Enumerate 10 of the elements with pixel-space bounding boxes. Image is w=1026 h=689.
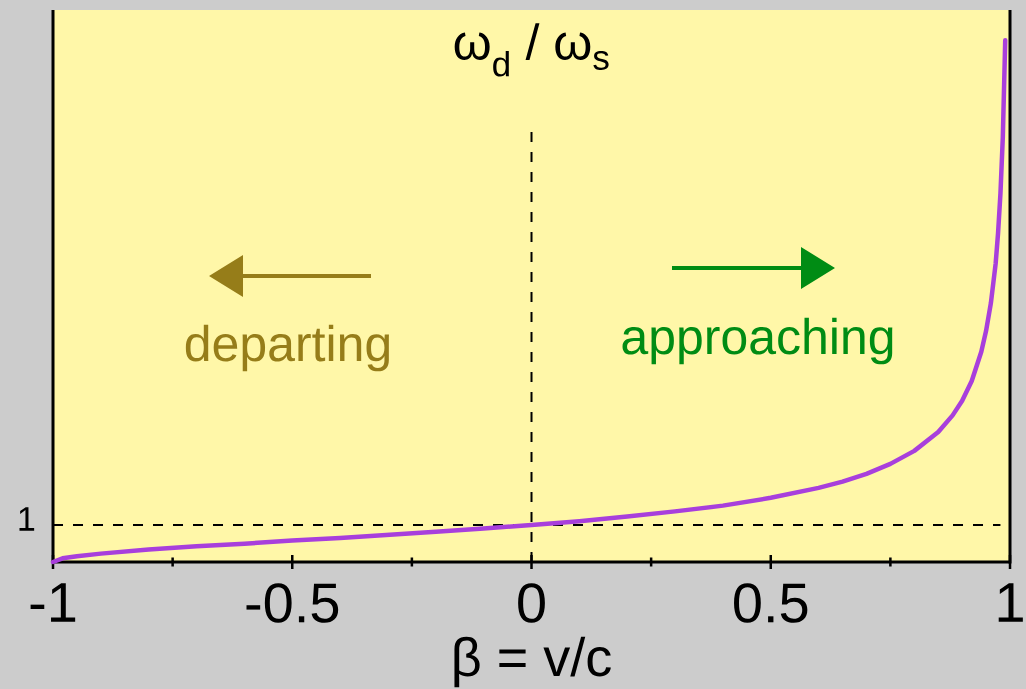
x-tick-label: -0.5 xyxy=(246,583,339,623)
x-tick-label: 0 xyxy=(518,583,545,623)
annotation: approaching xyxy=(622,317,893,365)
x-tick-label: -1 xyxy=(30,583,76,622)
text: 1 xyxy=(19,507,35,531)
x-tick-label: 1 xyxy=(998,583,1023,622)
x-axis-title: β = v/c xyxy=(454,636,611,688)
annotation: departing xyxy=(185,324,389,372)
chart-title: ω$_{d}$ / ω$_{s}$ xyxy=(454,23,609,77)
x-tick-label: 0.5 xyxy=(734,583,808,623)
